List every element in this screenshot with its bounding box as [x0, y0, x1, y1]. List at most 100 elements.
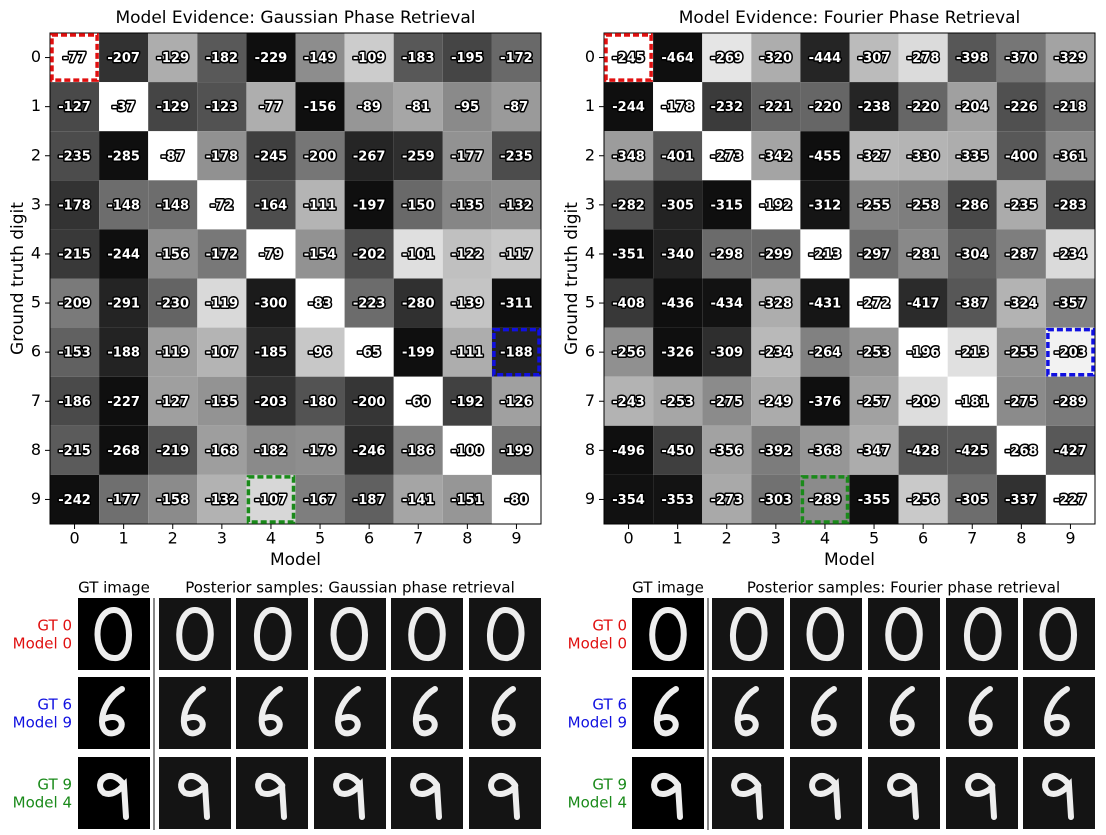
cell-label: -203 [255, 395, 288, 410]
heatmap-cell [197, 180, 247, 230]
cell-label: -256 [612, 346, 645, 361]
heatmap-cell [491, 474, 541, 524]
y-tick-label: 0 [585, 47, 595, 66]
heatmap-cell [491, 425, 541, 475]
heatmap-cell [947, 327, 997, 377]
cell-label: -232 [710, 100, 743, 115]
cell-label: -195 [451, 51, 484, 66]
heatmap-cell [491, 278, 541, 328]
heatmap-cell [849, 33, 899, 83]
cell-label: -186 [402, 444, 435, 459]
cell-label: -268 [107, 444, 140, 459]
heatmap-cell [1045, 376, 1095, 426]
x-tick-label: 7 [413, 529, 423, 548]
heatmap-cell [849, 327, 899, 377]
heatmap-cell [800, 180, 850, 230]
heatmap-cell [653, 278, 703, 328]
highlight-box [492, 327, 541, 377]
digit-image [159, 677, 231, 749]
heatmap-cell [898, 327, 948, 377]
cell-label: -188 [500, 346, 533, 361]
x-tick-label: 4 [820, 529, 830, 548]
cell-label: -253 [858, 346, 891, 361]
heatmap-cell [295, 131, 345, 181]
heatmap-cell [947, 278, 997, 328]
heatmap-cell [849, 131, 899, 181]
heatmap-cell [898, 82, 948, 132]
y-tick-label: 9 [585, 489, 595, 508]
x-tick-label: 5 [315, 529, 325, 548]
digit-stroke [410, 773, 442, 820]
digit-stroke [1042, 773, 1074, 820]
heatmap-cell [702, 82, 752, 132]
heatmap-cell [996, 180, 1046, 230]
digit-stroke [968, 686, 993, 737]
cell-label: -329 [1054, 51, 1087, 66]
cell-label: -135 [451, 198, 484, 213]
cell-label: -287 [1005, 247, 1038, 262]
heatmap-cell [442, 376, 492, 426]
cell-label: -167 [304, 493, 337, 508]
digit-stroke [653, 686, 679, 737]
cell-label: -178 [58, 198, 91, 213]
cell-label: -223 [353, 297, 386, 312]
cell-label: -203 [1054, 346, 1087, 361]
digit-image [946, 677, 1018, 749]
heatmap-cell [1045, 327, 1095, 377]
cell-label: -182 [206, 51, 239, 66]
heatmap-cell [898, 474, 948, 524]
heatmap-cell [751, 278, 801, 328]
heatmap-cell [702, 131, 752, 181]
cell-label: -196 [907, 346, 940, 361]
heatmap-cell [898, 425, 948, 475]
heatmap-cell [246, 33, 296, 83]
digit-stroke [487, 607, 525, 661]
heatmap-cell [604, 180, 654, 230]
heatmap-cell [800, 376, 850, 426]
cell-label: -215 [58, 247, 91, 262]
cell-label: -455 [809, 149, 842, 164]
cell-label: -269 [710, 51, 743, 66]
heatmap-cell [148, 425, 198, 475]
heatmap-cell [491, 180, 541, 230]
highlight-box [604, 33, 653, 82]
cell-label: -376 [809, 395, 842, 410]
heatmap-cell [148, 327, 198, 377]
heatmap-cell [246, 229, 296, 279]
cell-label: -181 [956, 395, 989, 410]
digit-stroke [1039, 607, 1077, 661]
cell-label: -192 [451, 395, 484, 410]
heatmap-cell [849, 229, 899, 279]
heatmap-cell [344, 229, 394, 279]
heatmap-cell [751, 131, 801, 181]
heatmap-cell [947, 376, 997, 426]
heatmap-cell [1045, 278, 1095, 328]
heatmap-cell [50, 376, 100, 426]
cell-label: -213 [809, 247, 842, 262]
heatmap-cell [99, 131, 149, 181]
heatmap-cell [197, 33, 247, 83]
cell-label: -101 [402, 247, 435, 262]
axes-frame [603, 32, 1096, 525]
y-tick-label: 9 [31, 489, 41, 508]
cell-label: -172 [500, 51, 533, 66]
heatmap-cell [99, 474, 149, 524]
highlight-box [246, 475, 296, 524]
cell-label: -65 [357, 346, 381, 361]
x-tick-label: 8 [462, 529, 472, 548]
x-tick-label: 1 [119, 529, 129, 548]
heatmap-cell [442, 229, 492, 279]
chart-title: Model Evidence: Fourier Phase Retrieval [679, 8, 1021, 28]
y-tick-label: 2 [585, 145, 595, 164]
heatmap-cell [99, 425, 149, 475]
heatmap-cell [751, 425, 801, 475]
heatmap-cell [1045, 474, 1095, 524]
heatmap-cell [996, 278, 1046, 328]
heatmap-cell [653, 229, 703, 279]
y-tick-label: 5 [585, 293, 595, 312]
highlight-box [800, 475, 850, 524]
cell-label: -199 [500, 444, 533, 459]
digit-image [632, 677, 704, 749]
cell-label: -179 [304, 444, 337, 459]
cell-label: -348 [612, 149, 645, 164]
